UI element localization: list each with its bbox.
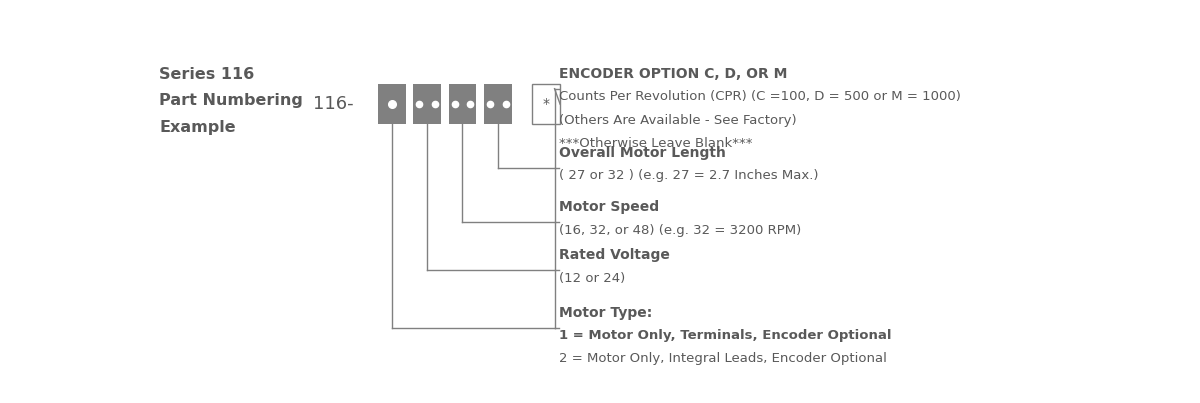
Text: Series 116: Series 116 — [160, 67, 254, 82]
Text: 2 = Motor Only, Integral Leads, Encoder Optional: 2 = Motor Only, Integral Leads, Encoder … — [559, 353, 887, 366]
Text: Overall Motor Length: Overall Motor Length — [559, 146, 726, 160]
FancyBboxPatch shape — [449, 84, 476, 125]
Text: Counts Per Revolution (CPR) (C =100, D = 500 or M = 1000): Counts Per Revolution (CPR) (C =100, D =… — [559, 90, 961, 103]
Text: Motor Type:: Motor Type: — [559, 306, 653, 320]
Text: (Others Are Available - See Factory): (Others Are Available - See Factory) — [559, 114, 797, 127]
FancyBboxPatch shape — [533, 84, 560, 125]
Text: ***Otherwise Leave Blank***: ***Otherwise Leave Blank*** — [559, 137, 752, 150]
Text: (16, 32, or 48) (e.g. 32 = 3200 RPM): (16, 32, or 48) (e.g. 32 = 3200 RPM) — [559, 224, 802, 237]
Text: Example: Example — [160, 120, 236, 135]
Text: Part Numbering: Part Numbering — [160, 93, 304, 108]
Text: (12 or 24): (12 or 24) — [559, 272, 625, 285]
Text: 1 = Motor Only, Terminals, Encoder Optional: 1 = Motor Only, Terminals, Encoder Optio… — [559, 329, 892, 342]
FancyBboxPatch shape — [378, 84, 406, 125]
Text: ENCODER OPTION C, D, OR M: ENCODER OPTION C, D, OR M — [559, 67, 787, 81]
Text: *: * — [542, 97, 550, 111]
FancyBboxPatch shape — [484, 84, 511, 125]
Text: ( 27 or 32 ) (e.g. 27 = 2.7 Inches Max.): ( 27 or 32 ) (e.g. 27 = 2.7 Inches Max.) — [559, 169, 818, 183]
FancyBboxPatch shape — [413, 84, 442, 125]
Text: Rated Voltage: Rated Voltage — [559, 249, 670, 262]
Text: Motor Speed: Motor Speed — [559, 200, 659, 214]
Text: 116-: 116- — [313, 95, 353, 113]
